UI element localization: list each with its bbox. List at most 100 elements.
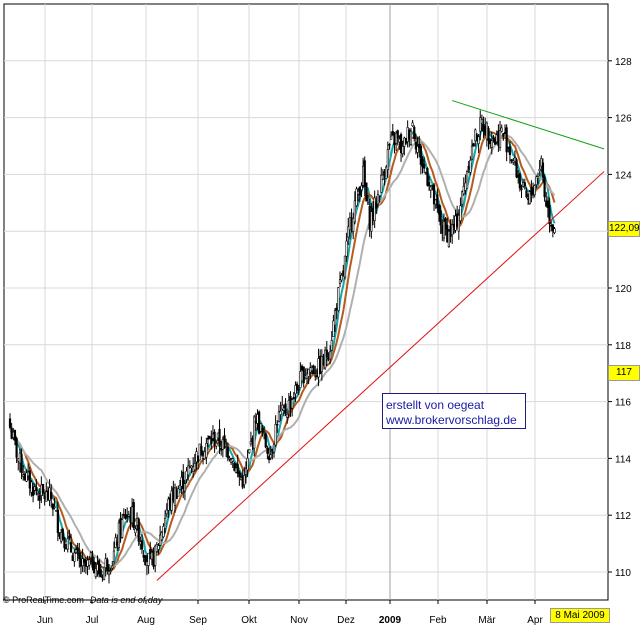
candle-body — [20, 453, 23, 473]
y-tick-label: 116 — [615, 398, 631, 409]
candle — [233, 461, 236, 472]
candle-body — [238, 471, 241, 478]
candle — [375, 196, 378, 214]
candle-body — [394, 132, 398, 144]
candle — [31, 483, 35, 503]
x-tick-label: Okt — [241, 615, 257, 626]
watermark: © ProRealTime.com Data is end of day — [3, 595, 162, 605]
candle-body — [538, 168, 541, 172]
candle-body — [154, 545, 157, 566]
candle — [353, 191, 356, 225]
candle-body — [94, 568, 97, 577]
candle — [294, 381, 297, 402]
candle-body — [469, 159, 472, 173]
candle-body — [376, 194, 380, 205]
candle-body — [541, 162, 545, 178]
candle-body — [409, 130, 413, 145]
candle — [25, 469, 28, 483]
candle-body — [15, 438, 18, 458]
candle — [281, 395, 284, 412]
y-tick-label: 126 — [615, 114, 632, 125]
candle — [518, 172, 521, 192]
candle — [279, 401, 282, 421]
candle-body — [490, 140, 493, 148]
candle-body — [543, 176, 546, 198]
candle-body — [221, 439, 224, 450]
y-tick-label: 120 — [615, 284, 632, 295]
candle — [200, 436, 203, 456]
candle — [269, 445, 272, 461]
candle-body — [223, 435, 226, 443]
x-tick-label: 2009 — [379, 615, 402, 626]
candle-body — [528, 191, 531, 204]
candle-body — [25, 472, 28, 482]
candle — [218, 419, 221, 455]
y-tick-label: 114 — [615, 454, 631, 465]
candle — [451, 219, 454, 244]
candle-body — [439, 210, 442, 226]
candle-body — [231, 458, 234, 462]
candle — [117, 519, 120, 551]
candle — [41, 483, 45, 496]
candle — [259, 423, 262, 434]
candle — [510, 159, 513, 164]
candle — [157, 543, 160, 555]
candle-body — [479, 117, 482, 132]
candle — [51, 502, 54, 517]
candle — [20, 448, 23, 480]
moving-average-slow — [9, 133, 556, 568]
candle — [312, 364, 315, 375]
axis-layer: 110112114116118120122124126128JunJulAugS… — [37, 57, 632, 626]
candle-body — [365, 182, 368, 202]
x-tick-label: Jul — [86, 615, 99, 626]
candle — [183, 479, 187, 501]
candle — [13, 429, 17, 446]
candle — [439, 205, 442, 234]
y-tick-label: 124 — [615, 170, 632, 181]
candle-body — [78, 552, 81, 560]
candle-body — [111, 565, 114, 569]
candle-body — [157, 545, 160, 550]
candle-body — [325, 349, 328, 357]
candle-body — [269, 454, 272, 459]
candle-body — [427, 182, 431, 187]
watermark-note: Data is end of day — [89, 595, 163, 605]
candle — [427, 175, 431, 191]
annotation-box: erstellt von oegeat www.brokervorschlag.… — [382, 393, 526, 429]
candle-body — [421, 159, 424, 167]
candle — [231, 457, 234, 469]
candle — [165, 503, 168, 518]
candle — [284, 398, 287, 417]
candle-body — [137, 518, 140, 542]
candle — [291, 397, 294, 417]
candle — [91, 550, 94, 571]
candle-body — [294, 385, 297, 395]
candle-body — [193, 463, 196, 471]
candle-body — [340, 274, 343, 281]
trendline-resistance — [452, 100, 605, 150]
candle-body — [99, 569, 102, 577]
candle — [365, 182, 368, 202]
candle-body — [228, 457, 231, 460]
x-tick-label: Aug — [137, 615, 155, 626]
candle-body — [38, 495, 41, 501]
candle — [36, 490, 40, 501]
candle-body — [333, 310, 337, 326]
candle — [68, 529, 71, 541]
candle-body — [302, 366, 305, 384]
candle-body — [262, 431, 266, 433]
candle-body — [460, 191, 464, 205]
candle-body — [66, 538, 69, 550]
candle — [243, 466, 246, 489]
candle — [360, 182, 363, 198]
candle-body — [487, 128, 490, 141]
candle — [551, 223, 554, 238]
candle-body — [459, 205, 462, 222]
candle-body — [385, 166, 388, 179]
candle-body — [53, 506, 56, 509]
candle — [436, 188, 439, 213]
candle-body — [31, 486, 35, 496]
candle — [185, 467, 188, 484]
candle — [487, 126, 490, 150]
